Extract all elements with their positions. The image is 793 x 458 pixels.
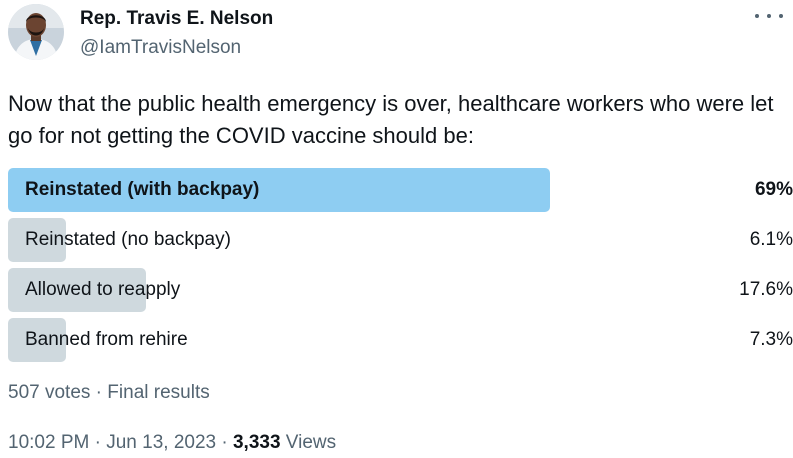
poll-option: Banned from rehire 7.3%	[8, 318, 793, 362]
views-count: 3,333	[232, 432, 281, 453]
poll-option-percent: 7.3%	[749, 329, 793, 350]
tweet-text: Now that the public health emergency is …	[8, 91, 774, 148]
poll-option-bar	[8, 168, 550, 212]
poll-option-bar	[8, 268, 147, 312]
poll-option-label: Reinstated (no backpay)	[25, 229, 231, 250]
avatar[interactable]	[8, 4, 64, 60]
poll-option-label: Banned from rehire	[25, 329, 188, 350]
poll-option: Reinstated (with backpay) 69%	[8, 168, 793, 212]
author-name[interactable]: Rep. Travis E. Nelson	[80, 8, 274, 29]
poll-option-bar	[8, 218, 66, 262]
poll-vote-count: 507 votes	[8, 382, 91, 403]
views-label: Views	[280, 432, 337, 453]
poll-results-summary: 507 votes · Final results	[8, 382, 210, 404]
more-options-icon[interactable]	[755, 6, 783, 26]
poll-option-label: Reinstated (with backpay)	[25, 179, 260, 200]
tweet-time[interactable]: 10:02 PM	[8, 432, 90, 453]
poll-option-bar	[8, 318, 66, 362]
poll-status: Final results	[107, 382, 210, 403]
poll: Reinstated (with backpay) 69% Reinstated…	[8, 168, 793, 368]
separator: ·	[89, 432, 107, 453]
avatar-image	[8, 4, 64, 60]
separator: ·	[90, 382, 108, 403]
tweet-meta: 10:02 PM · Jun 13, 2023 · 3,333 Views	[8, 432, 336, 454]
separator: ·	[216, 432, 233, 453]
poll-option-label: Allowed to reapply	[25, 279, 181, 300]
author-handle[interactable]: @IamTravisNelson	[80, 37, 242, 58]
poll-option-percent: 6.1%	[749, 229, 793, 250]
tweet-date[interactable]: Jun 13, 2023	[106, 432, 217, 453]
poll-option: Allowed to reapply 17.6%	[8, 268, 793, 312]
poll-option-percent: 17.6%	[739, 279, 793, 300]
poll-option: Reinstated (no backpay) 6.1%	[8, 218, 793, 262]
poll-option-percent: 69%	[754, 179, 793, 200]
